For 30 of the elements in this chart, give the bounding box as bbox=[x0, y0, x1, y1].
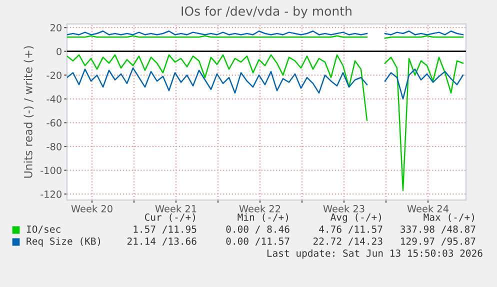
y-tick-label: -80 bbox=[46, 142, 62, 150]
x-tick-label: Week 20 bbox=[71, 204, 112, 212]
x-tick-label: Week 22 bbox=[239, 204, 280, 212]
text: 21.14 /13.66 bbox=[127, 237, 196, 246]
y-tick-label: 20 bbox=[50, 24, 62, 32]
y-tick-label: -120 bbox=[40, 190, 62, 198]
y-tick-label: -20 bbox=[46, 72, 62, 79]
text: Min (-/+) bbox=[238, 213, 288, 222]
y-tick-label: -100 bbox=[40, 166, 62, 174]
x-tick-label: Week 24 bbox=[407, 204, 449, 212]
y-tick-label: -60 bbox=[46, 119, 62, 127]
text: 1.57 /11.95 bbox=[134, 225, 196, 234]
y-tick-label: -40 bbox=[46, 95, 62, 103]
text: 337.98 /48.87 bbox=[400, 225, 476, 234]
text: 0.00 / 8.46 bbox=[226, 225, 290, 234]
text: 4.76 /11.57 bbox=[319, 225, 382, 234]
text: Avg (-/+) bbox=[330, 213, 381, 223]
y-axis-title: Units read (-) / write (+) bbox=[24, 46, 34, 178]
text: Last update: Sat Jun 13 15:50:03 2026 bbox=[267, 249, 482, 259]
legend-label: IO/sec bbox=[26, 225, 60, 234]
chart-title: IOs for /dev/vda - by month bbox=[182, 6, 352, 18]
text: Cur (-/+) bbox=[144, 213, 195, 222]
x-tick-label: Week 21 bbox=[155, 204, 196, 212]
text: 0.00 /11.57 bbox=[226, 237, 290, 246]
y-tick-label: 0 bbox=[56, 48, 62, 56]
text: Max (-/+) bbox=[424, 213, 474, 222]
legend-label: Req Size (KB) bbox=[26, 237, 100, 247]
text: 129.97 /95.87 bbox=[401, 237, 476, 246]
text: 22.72 /14.23 bbox=[313, 237, 382, 246]
x-tick-label: Week 23 bbox=[323, 204, 364, 212]
